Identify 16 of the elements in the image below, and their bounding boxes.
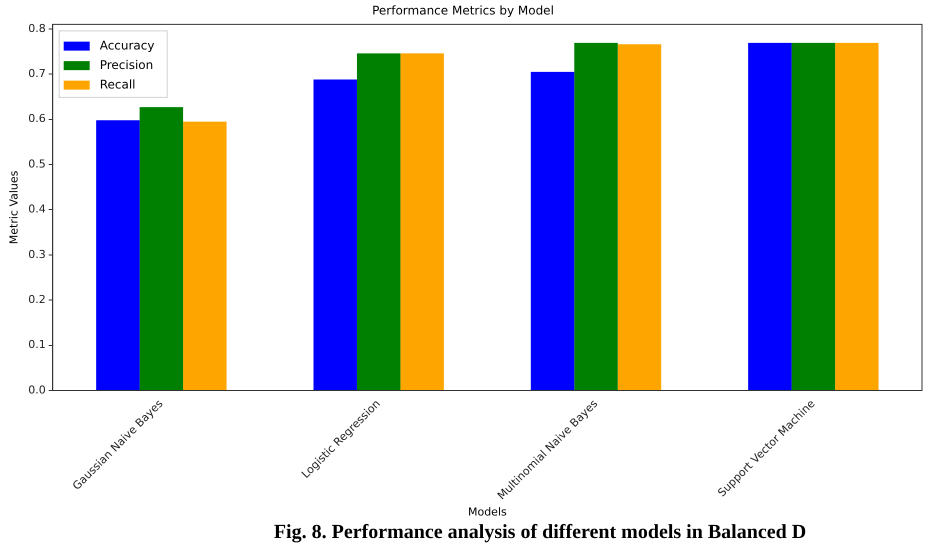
y-tick-label: 0.3 bbox=[28, 248, 46, 261]
legend-label: Recall bbox=[100, 77, 136, 92]
y-tick-label: 0.6 bbox=[28, 112, 46, 126]
y-tick-label: 0.1 bbox=[28, 338, 46, 352]
y-tick-label: 0.5 bbox=[28, 157, 46, 170]
legend-label: Accuracy bbox=[100, 38, 154, 52]
chart-title: Performance Metrics by Model bbox=[372, 3, 554, 18]
y-axis-title: Metric Values bbox=[7, 170, 20, 244]
y-tick-label: 0.0 bbox=[28, 383, 46, 396]
y-tick-label: 0.7 bbox=[28, 66, 46, 80]
y-tick-label: 0.4 bbox=[28, 202, 46, 216]
legend-label: Precision bbox=[100, 58, 154, 72]
x-axis-title: Models bbox=[468, 505, 507, 518]
y-tick-label: 0.2 bbox=[28, 292, 46, 306]
y-tick-label: 0.8 bbox=[28, 22, 46, 35]
caption: Fig. 8. Performance analysis of different models in Balanced D bbox=[274, 521, 806, 544]
